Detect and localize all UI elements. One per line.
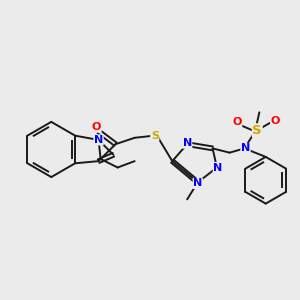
Text: O: O (232, 117, 242, 127)
Text: O: O (271, 116, 280, 126)
Text: N: N (193, 178, 203, 188)
Text: N: N (94, 135, 103, 145)
Text: S: S (151, 131, 159, 141)
Text: N: N (241, 143, 250, 153)
Text: O: O (92, 122, 101, 132)
Text: N: N (182, 138, 192, 148)
Text: N: N (213, 163, 223, 172)
Text: S: S (252, 124, 262, 137)
